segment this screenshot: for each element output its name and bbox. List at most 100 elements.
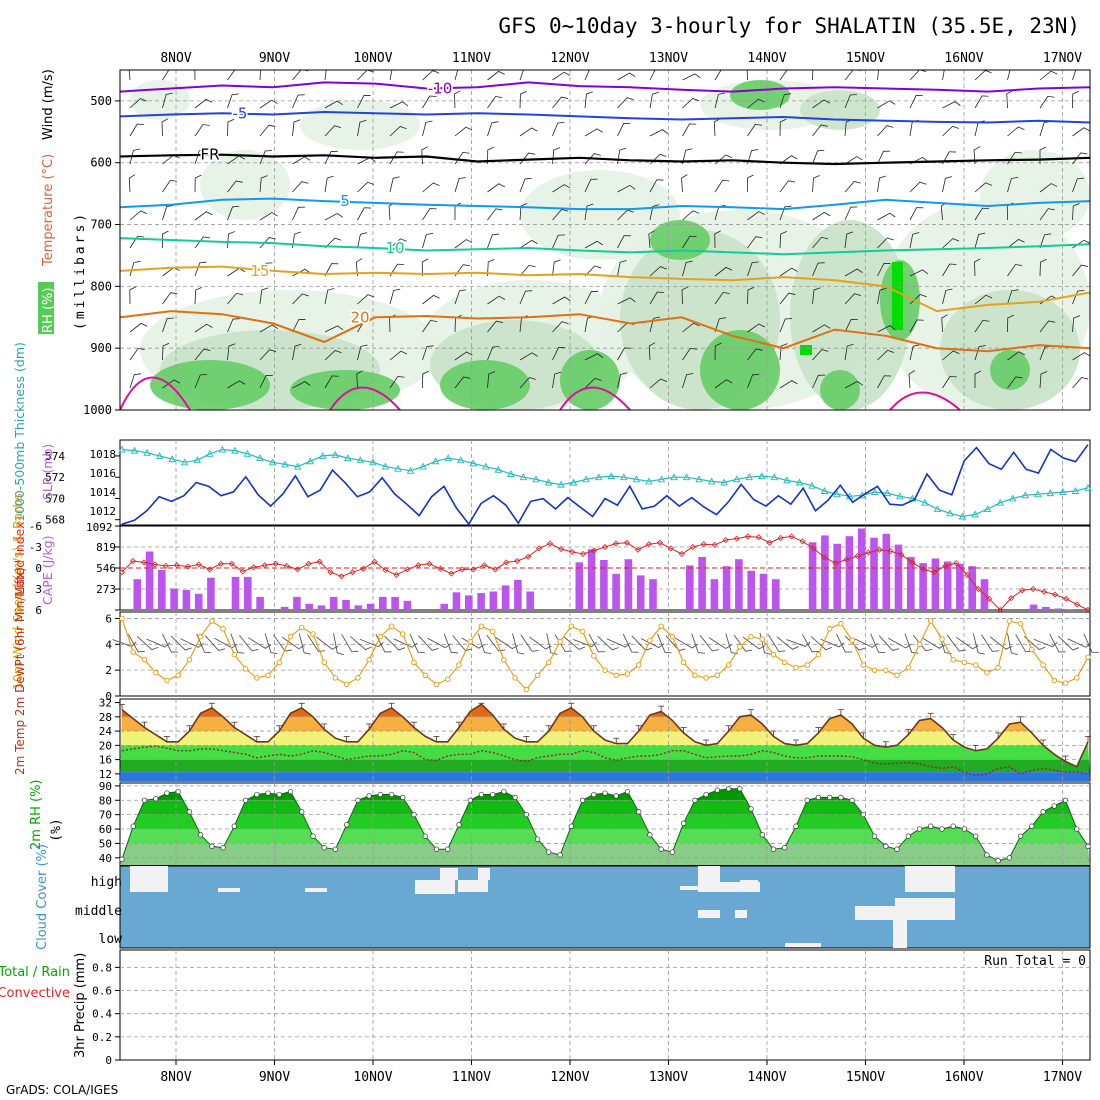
cloud-cell (855, 906, 955, 920)
wind-barb (422, 95, 437, 109)
rh2m-marker (1062, 797, 1069, 803)
lifted-index-marker (1062, 595, 1070, 602)
wind-barb (552, 259, 561, 277)
slp-thickness-series (118, 444, 1092, 526)
wind-barb-10m (854, 638, 878, 648)
lifted-index-marker (228, 560, 235, 567)
lifted-tick-label: 3 (35, 583, 42, 596)
lifted-index-marker (162, 562, 169, 569)
wind-barb (812, 236, 829, 249)
isotherm-25-segment (120, 376, 191, 410)
lifted-index-marker (920, 566, 927, 573)
wind-barb (1007, 376, 1023, 389)
cape-bar (391, 596, 399, 610)
wind-barb (1072, 315, 1081, 333)
wind-barb (714, 230, 721, 249)
wind-barb-10m (393, 638, 418, 648)
cape-bar (317, 605, 326, 610)
lifted-index-marker (733, 535, 740, 542)
wind-barb (747, 286, 755, 305)
wind-speed-marker (332, 675, 339, 681)
wind-barb (129, 148, 141, 165)
cape-bar (329, 596, 338, 610)
wind-barb (747, 261, 759, 277)
wind-barb-10m (733, 634, 753, 652)
cape-bar (772, 579, 780, 610)
top-date-label: 17NOV (1043, 51, 1082, 66)
wind-barb (422, 207, 437, 221)
wind-barb-10m (657, 633, 672, 654)
wind-speed-marker (400, 631, 406, 637)
wind-barb (844, 206, 858, 221)
rh-patch (520, 170, 680, 260)
wind-speed-marker (781, 659, 788, 666)
wind-barb (552, 296, 571, 305)
cape-tick-label: 546 (96, 562, 116, 575)
wind-speed-marker (972, 662, 979, 668)
wind-speed-marker (591, 653, 597, 659)
wind-speed-marker (871, 667, 878, 673)
wind-barb (942, 288, 953, 305)
wind-barb (747, 211, 765, 221)
wind-barb-10m (341, 634, 359, 653)
cape-bar (698, 556, 706, 610)
thickness-marker (745, 473, 754, 481)
thickness-tick-label: 574 (45, 450, 65, 463)
cape-bar (379, 596, 387, 610)
thickness-marker (281, 460, 289, 468)
ylabel-cloud: Cloud Cover (%) (35, 844, 50, 950)
wind-barb (128, 70, 135, 81)
wind-barb (877, 349, 895, 361)
wind-barb (617, 122, 631, 137)
wind-barb (227, 231, 235, 249)
wind-barb (682, 210, 700, 221)
wind-speed-marker (254, 675, 260, 681)
wind-barb-10m (981, 634, 1000, 652)
wind-barb-10m (573, 639, 598, 648)
slp-corner-label: 1092 (86, 521, 113, 534)
cape-bar (882, 533, 891, 610)
wind-barb (1007, 289, 1019, 305)
rh2m-marker (770, 846, 777, 852)
wind-barb (747, 236, 763, 249)
wind-barb-10m (238, 634, 259, 652)
lifted-index-marker (437, 565, 444, 572)
rh2m-unit: (%) (49, 818, 64, 841)
wind-barb (194, 348, 211, 361)
wind-barb (682, 123, 697, 137)
bottom-date-label: 12NOV (550, 1070, 589, 1085)
lifted-index-marker (931, 569, 938, 576)
ylabel-wind: Wind (m/s) (41, 69, 56, 140)
rh2m-marker (534, 836, 541, 842)
rh2m-marker (1040, 809, 1046, 815)
thickness-marker (983, 505, 992, 513)
lifted-index-marker (986, 595, 993, 602)
wind-barb-10m (870, 633, 886, 654)
wind-speed-marker (467, 638, 473, 645)
wind-barb (259, 99, 278, 109)
wind-barb (357, 70, 374, 81)
rh2m-marker (501, 788, 507, 795)
thickness-marker (394, 464, 402, 472)
wind-barb-10m (820, 638, 845, 648)
run-total-label: Run Total = 0 (984, 954, 1086, 969)
upper-air-gridlines (120, 70, 1090, 410)
lifted-index-marker (634, 546, 641, 553)
wind-barb (1072, 90, 1079, 109)
rh2m-marker (838, 794, 844, 801)
cloud-cell (785, 943, 821, 947)
wind-speed-marker (770, 651, 777, 658)
wind-speed-marker (444, 676, 451, 682)
wind-barb (746, 70, 754, 81)
wind-barb-10m (691, 633, 705, 654)
wind-barb (324, 175, 334, 193)
thickness-marker (469, 459, 478, 467)
wind-tick-label: 2 (105, 664, 112, 677)
rh2m-marker (883, 843, 889, 849)
cape-bar (636, 575, 645, 610)
wind-barb (747, 123, 763, 137)
wind-barb (779, 318, 792, 333)
wind-barb (552, 321, 569, 333)
isotherm-4 (120, 237, 1090, 256)
wind-barb-10m (127, 634, 145, 653)
